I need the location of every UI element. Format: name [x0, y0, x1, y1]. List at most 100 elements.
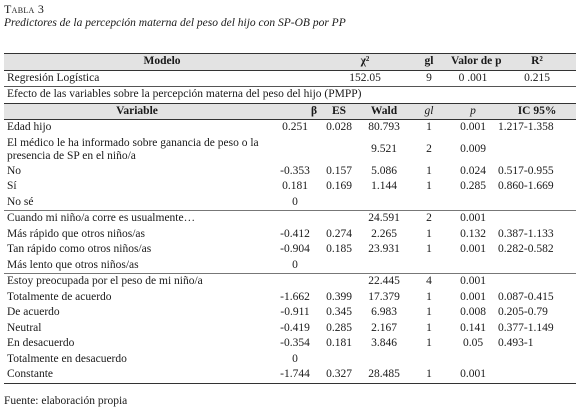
cell-beta: -0.911: [280, 306, 310, 318]
regression-r2: 0.215: [524, 71, 550, 84]
cell-beta: [270, 210, 320, 227]
cell-es: [320, 136, 358, 164]
cell-es: [320, 273, 358, 290]
cell-es: 0.028: [326, 121, 352, 133]
row-label: Neutral: [7, 321, 42, 334]
table-row: Estoy preocupada por el peso de mi niño/…: [4, 273, 577, 290]
cell-gl: 2: [410, 210, 449, 227]
cell-p: 0.001: [460, 243, 486, 255]
header-gl-var: gl: [410, 102, 449, 120]
cell-ic: 0.282-0.582: [498, 243, 554, 255]
row-label: No: [7, 164, 22, 177]
cell-ic: 0.087-0.415: [498, 290, 554, 303]
table-title: Predictores de la percepción materna del…: [4, 17, 346, 29]
cell-wald: 23.931: [368, 243, 400, 255]
cell-beta: -0.419: [280, 321, 310, 334]
cell-p: 0.024: [460, 164, 486, 177]
cell-ic: 0.493-1: [498, 337, 534, 349]
cell-ic: [498, 195, 576, 211]
row-label: Edad hijo: [7, 121, 52, 133]
cell-es: [320, 352, 358, 368]
cell-p: 0.009: [460, 142, 486, 155]
cell-gl: 1: [426, 180, 432, 192]
cell-es: 0.399: [326, 290, 352, 303]
regression-label: Regresión Logística: [7, 71, 100, 84]
cell-ic: [498, 210, 577, 227]
cell-p: 0.001: [460, 290, 486, 303]
header-es: ES: [320, 102, 358, 120]
cell-beta: -0.354: [280, 337, 310, 349]
cell-p: [448, 195, 498, 211]
cell-ic: 1.217-1.358: [498, 121, 554, 133]
regression-row: Regresión Logística 152.05 9 0 .001 0.21…: [4, 70, 576, 87]
cell-gl: [410, 352, 448, 368]
cell-beta: -0.412: [280, 227, 310, 240]
cell-wald: 9.521: [371, 142, 397, 155]
cell-wald: [358, 195, 410, 211]
cell-es: 0.274: [326, 227, 352, 240]
cell-es: 0.185: [326, 243, 352, 255]
cell-p: 0.001: [448, 273, 499, 290]
effect-title-row: Efecto de las variables sobre la percepc…: [4, 86, 577, 103]
cell-gl: 1: [426, 290, 432, 303]
header-r2: R²: [498, 53, 577, 71]
cell-wald: 17.379: [368, 290, 400, 303]
header-p: p: [448, 102, 499, 120]
cell-wald: 24.591: [358, 210, 411, 227]
header-beta: β: [270, 102, 320, 120]
table-row: Más lento que otros niños/as 0: [4, 258, 576, 274]
cell-ic: 0.387-1.133: [498, 227, 554, 240]
row-label: En desacuerdo: [7, 337, 75, 349]
cell-gl: 1: [426, 227, 432, 240]
cell-ic: 0.377-1.149: [498, 321, 554, 334]
cell-gl: [410, 195, 448, 211]
cell-p: 0.008: [460, 306, 486, 318]
cell-beta: -0.904: [280, 243, 310, 255]
cell-es: 0.285: [326, 321, 352, 334]
table-row: Cuando mi niño/a corre es usualmente… 24.…: [4, 210, 577, 227]
cell-wald: 6.983: [371, 306, 397, 318]
cell-gl: 1: [410, 367, 449, 384]
cell-beta: 0: [292, 195, 298, 208]
cell-wald: 5.086: [371, 164, 397, 177]
header-chi2: χ²: [320, 53, 411, 71]
cell-es: [320, 258, 358, 274]
cell-gl: 1: [426, 306, 432, 318]
cell-gl: 1: [426, 337, 432, 349]
regression-gl: 9: [426, 71, 432, 84]
table-row: Neutral -0.419 0.285 2.167 1 0.141 0.377-1.149: [4, 321, 576, 337]
cell-beta: 0: [292, 352, 298, 365]
row-label: De acuerdo: [7, 306, 60, 318]
cell-gl: 4: [410, 273, 449, 290]
cell-p: 0.05: [462, 337, 484, 349]
header-modelo: Modelo: [4, 53, 320, 71]
cell-wald: 1.144: [371, 180, 397, 192]
table-row: No sé 0: [4, 195, 576, 211]
table-row: Totalmente en desacuerdo 0: [4, 352, 576, 368]
table-row: Más rápido que otros niños/as -0.412 0.274…: [4, 227, 576, 243]
table-row: De acuerdo -0.911 0.345 6.983 1 0.008 0.205-0.…: [4, 305, 576, 321]
cell-p: 0.001: [448, 367, 499, 384]
cell-ic: 0.205-0.79: [498, 306, 548, 318]
row-label: Tan rápido como otros niños/as: [7, 243, 152, 255]
cell-gl: 1: [426, 243, 432, 255]
row-label: Más rápido que otros niños/as: [7, 227, 145, 240]
cell-es: 0.327: [320, 367, 358, 384]
cell-ic: [498, 258, 576, 274]
cell-es: [320, 195, 358, 211]
cell-ic: 0.517-0.955: [498, 164, 554, 177]
table-label: Tabla 3: [4, 2, 45, 16]
regression-p: 0 .001: [458, 71, 488, 84]
results-table: Modelo χ² gl Valor de p R² Regresión Log…: [4, 53, 577, 384]
cell-ic: [498, 352, 576, 368]
cell-p: 0.001: [448, 210, 499, 227]
cell-es: 0.181: [326, 337, 352, 349]
cell-beta: [270, 136, 320, 164]
regression-chi2: 152.05: [349, 71, 381, 84]
cell-p: [448, 352, 498, 368]
cell-ic: [498, 367, 577, 384]
cell-wald: 2.265: [371, 227, 397, 240]
table-row: Totalmente de acuerdo -1.662 0.399 17.379 1 0…: [4, 290, 576, 306]
cell-wald: 28.485: [358, 367, 411, 384]
cell-beta: 0.181: [282, 180, 308, 192]
